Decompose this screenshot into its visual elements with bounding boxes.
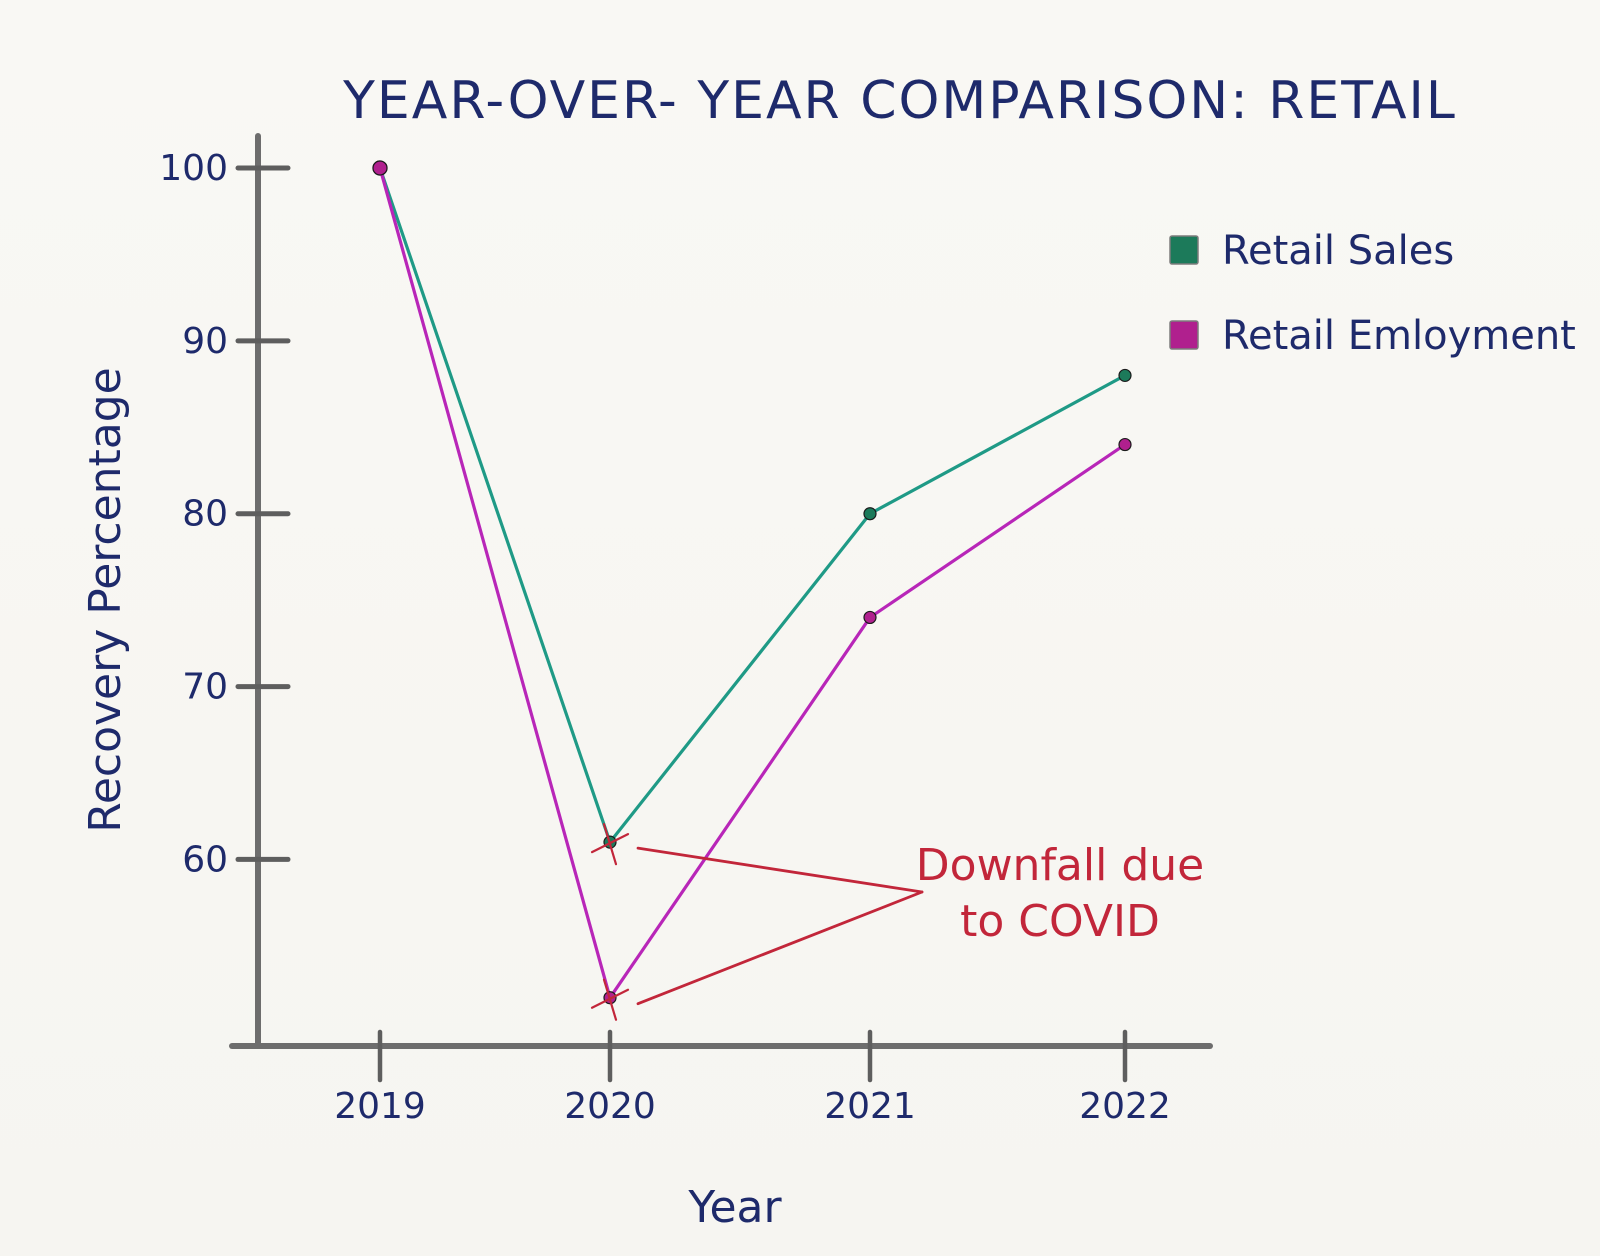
series-layer [372,160,1132,1005]
chart-title: YEAR-OVER- YEAR COMPARISON: RETAIL [342,71,1457,131]
annotation-arrow-0 [636,846,924,894]
series-1-point-2 [863,610,877,625]
legend: Retail Sales Retail Emloyment [1169,228,1576,359]
legend-swatch-0 [1169,235,1199,265]
annotation-marker-1-b [602,978,618,1021]
y-tick-label-80: 80 [182,494,228,535]
legend-label-0: Retail Sales [1222,228,1454,274]
y-tick-label-60: 60 [182,839,228,880]
series-line-0 [378,166,1127,844]
x-tick-label-2021: 2021 [824,1086,916,1127]
series-0-point-2 [863,507,877,521]
y-ticks: 60 70 80 90 100 [159,148,291,880]
legend-label-1: Retail Emloyment [1222,313,1576,359]
x-tick-label-2022: 2022 [1079,1086,1171,1127]
series-line-1 [378,166,1127,1000]
annotation-text-line-1: to COVID [960,896,1160,947]
y-axis-label: Recovery Percentage [80,367,131,833]
y-tick-label-90: 90 [182,321,228,362]
y-tick-label-70: 70 [182,667,228,708]
annotation-arrow-1 [636,890,924,1006]
x-axis-label: Year [687,1182,782,1233]
x-tick-label-2020: 2020 [564,1086,656,1127]
legend-swatch-1 [1169,320,1199,350]
x-ticks: 2019 2020 2021 2022 [334,1029,1171,1127]
series-0-point-3 [1118,368,1132,383]
annotation-marker-0-b [602,823,618,866]
series-1-point-0 [372,160,388,176]
annotation-text-line-0: Downfall due [916,840,1204,891]
y-tick-label-100: 100 [159,148,228,189]
x-tick-label-2019: 2019 [334,1086,426,1127]
series-1-point-3 [1118,437,1132,452]
